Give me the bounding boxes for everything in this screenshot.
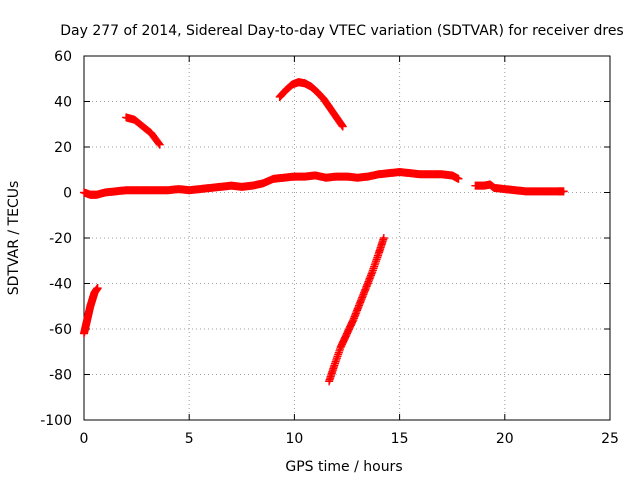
series-descent-midday	[325, 234, 388, 386]
data-point	[454, 174, 463, 183]
y-tick-label: -80	[49, 368, 72, 384]
data-point	[154, 139, 163, 148]
y-axis-ticks: -100 -80 -60 -40 -20 0 20 40 60	[40, 49, 610, 429]
series-baseline-2	[471, 180, 568, 196]
x-axis-label: GPS time / hours	[285, 459, 402, 475]
x-tick-label: 20	[496, 431, 514, 447]
series-arc-early	[122, 113, 164, 149]
series-baseline-1	[80, 168, 463, 199]
data-points	[80, 78, 568, 386]
data-point	[93, 284, 102, 293]
y-tick-label: 0	[63, 186, 72, 202]
x-tick-label: 15	[391, 431, 409, 447]
chart-title: Day 277 of 2014, Sidereal Day-to-day VTE…	[60, 23, 623, 39]
x-tick-label: 25	[601, 431, 619, 447]
x-tick-label: 10	[285, 431, 303, 447]
series-arc-midday	[275, 78, 347, 131]
y-tick-label: 20	[54, 140, 72, 156]
grid-lines	[84, 56, 610, 420]
x-axis-ticks: 0 5 10 15 20 25	[80, 56, 619, 447]
y-tick-label: -100	[40, 413, 72, 429]
data-point	[155, 140, 164, 149]
y-tick-label: -40	[49, 277, 72, 293]
series-descent-early	[80, 284, 102, 338]
y-tick-label: -60	[49, 322, 72, 338]
data-point	[338, 122, 347, 131]
y-axis-label: SDTVAR / TECUs	[6, 181, 22, 296]
y-tick-label: -20	[49, 231, 72, 247]
data-point	[559, 187, 568, 196]
data-point	[379, 234, 388, 242]
x-tick-label: 0	[80, 431, 89, 447]
y-tick-label: 40	[54, 95, 72, 111]
plot-frame	[83, 55, 611, 421]
x-tick-label: 5	[185, 431, 194, 447]
y-tick-label: 60	[54, 49, 72, 65]
